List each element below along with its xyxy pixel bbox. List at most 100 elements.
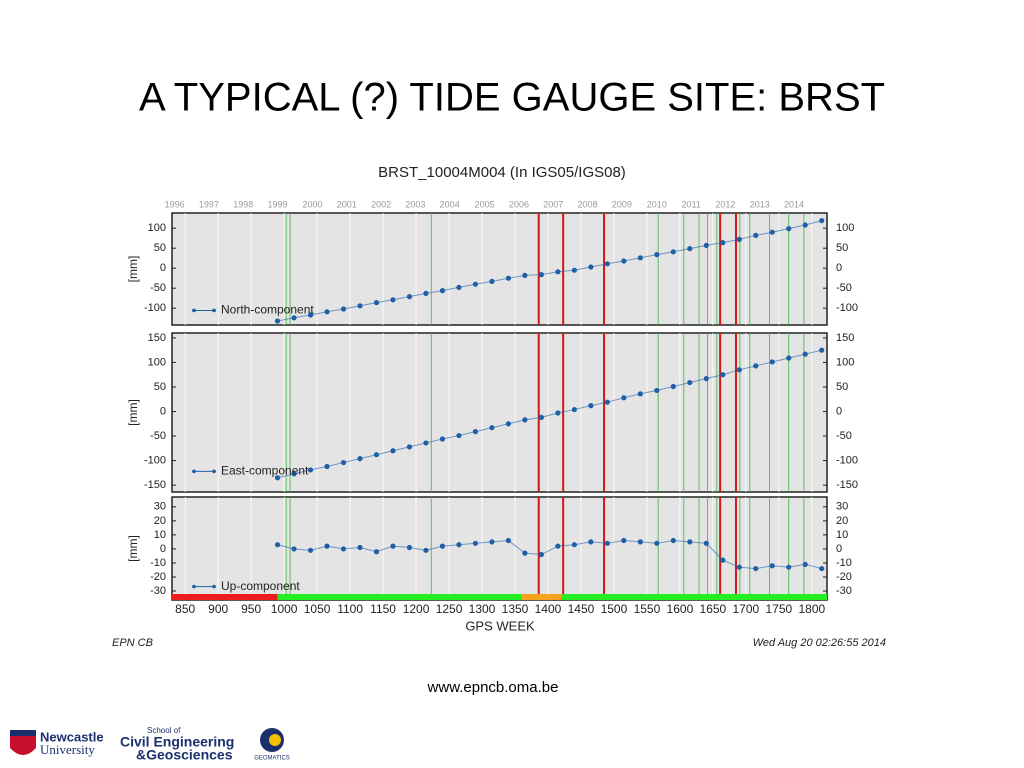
y2-tick-label: 50: [836, 381, 848, 393]
data-point: [291, 546, 297, 552]
top-tick-label: 2000: [302, 199, 322, 209]
panel-background: [171, 332, 828, 493]
x-tick-label: 1350: [502, 602, 529, 616]
data-point: [786, 355, 792, 361]
footer-left: EPN CB: [112, 637, 153, 649]
y-tick-label: 150: [148, 332, 166, 344]
status-segment: [521, 594, 562, 600]
top-tick-label: 2005: [475, 199, 495, 209]
logo-globe-inner: [269, 734, 281, 746]
data-point: [654, 252, 660, 258]
data-point: [439, 543, 446, 549]
data-point: [802, 561, 808, 567]
x-tick-label: 900: [208, 602, 228, 616]
y-tick-label: -20: [150, 571, 166, 583]
data-point: [522, 417, 528, 423]
data-point: [472, 540, 479, 546]
y2-tick-label: -20: [836, 571, 852, 583]
data-point: [538, 414, 544, 421]
legend-marker: [212, 469, 216, 474]
data-point: [456, 432, 462, 439]
x-tick-label: 1400: [535, 602, 562, 616]
top-tick-label: 2007: [543, 199, 563, 209]
data-point: [736, 236, 742, 242]
data-point: [588, 264, 594, 270]
data-point: [654, 387, 660, 394]
x-axis-label: GPS WEEK: [465, 618, 535, 633]
data-point: [555, 543, 561, 549]
slide-title: A TYPICAL (?) TIDE GAUGE SITE: BRST: [139, 76, 885, 120]
data-point: [423, 440, 429, 446]
x-tick-label: 1750: [765, 602, 792, 616]
data-point: [637, 539, 643, 545]
x-tick-label: 1450: [568, 602, 595, 616]
top-tick-label: 2011: [681, 199, 700, 209]
footer-right: Wed Aug 20 02:26:55 2014: [753, 637, 886, 649]
data-point: [670, 537, 676, 544]
top-tick-label: 2014: [784, 199, 804, 209]
data-point: [703, 540, 709, 546]
data-point: [373, 452, 380, 458]
data-point: [621, 537, 627, 544]
y-tick-label: 100: [148, 222, 166, 234]
data-point: [324, 309, 330, 315]
x-tick-label: 1550: [634, 602, 661, 616]
data-point: [604, 540, 610, 546]
data-point: [637, 255, 643, 261]
data-point: [604, 261, 610, 267]
data-point: [307, 467, 314, 473]
top-tick-label: 1998: [233, 199, 253, 209]
status-segment: [561, 594, 827, 600]
data-point: [456, 284, 462, 290]
data-point: [307, 312, 314, 318]
data-point: [753, 232, 759, 238]
data-point: [687, 539, 693, 545]
y-tick-label: -150: [144, 479, 166, 491]
logo-shield-band: [10, 730, 36, 736]
series-line: [277, 220, 822, 322]
data-point: [637, 391, 643, 397]
y-tick-label: 10: [154, 529, 166, 541]
data-point: [505, 275, 512, 281]
data-point: [819, 565, 825, 572]
data-point: [357, 544, 363, 551]
y-axis-label: [mm]: [126, 256, 140, 283]
data-point: [670, 383, 676, 390]
data-point: [687, 246, 693, 252]
data-point: [687, 379, 693, 386]
data-point: [555, 410, 561, 416]
y2-tick-label: -50: [836, 430, 852, 442]
data-point: [373, 549, 380, 555]
data-point: [571, 406, 577, 413]
data-point: [654, 540, 660, 546]
data-point: [307, 547, 314, 553]
legend-marker: [192, 308, 196, 313]
data-point: [522, 272, 528, 278]
legend-marker: [212, 584, 216, 589]
y2-tick-label: -150: [836, 479, 858, 491]
x-tick-label: 1200: [403, 602, 430, 616]
top-tick-label: 2001: [337, 199, 357, 209]
data-point: [802, 351, 808, 357]
y-tick-label: -50: [150, 282, 166, 294]
y2-tick-label: -10: [836, 557, 852, 569]
y-tick-label: 20: [154, 515, 166, 527]
x-tick-label: 1000: [271, 602, 298, 616]
legend-marker: [192, 469, 196, 474]
top-tick-label: 2012: [715, 199, 735, 209]
data-point: [472, 281, 479, 287]
data-point: [604, 399, 610, 405]
data-point: [357, 303, 363, 309]
logo-text: Civil Engineering: [120, 734, 234, 750]
data-point: [340, 546, 347, 552]
data-point: [703, 242, 709, 248]
x-tick-label: 1700: [733, 602, 760, 616]
x-tick-label: 1250: [436, 602, 463, 616]
series-line: [277, 349, 822, 479]
legend-label: North-component: [221, 303, 314, 317]
top-tick-label: 2002: [371, 199, 391, 209]
data-point: [703, 376, 709, 382]
data-point: [769, 563, 775, 569]
data-point: [456, 542, 462, 548]
data-point: [423, 290, 429, 296]
